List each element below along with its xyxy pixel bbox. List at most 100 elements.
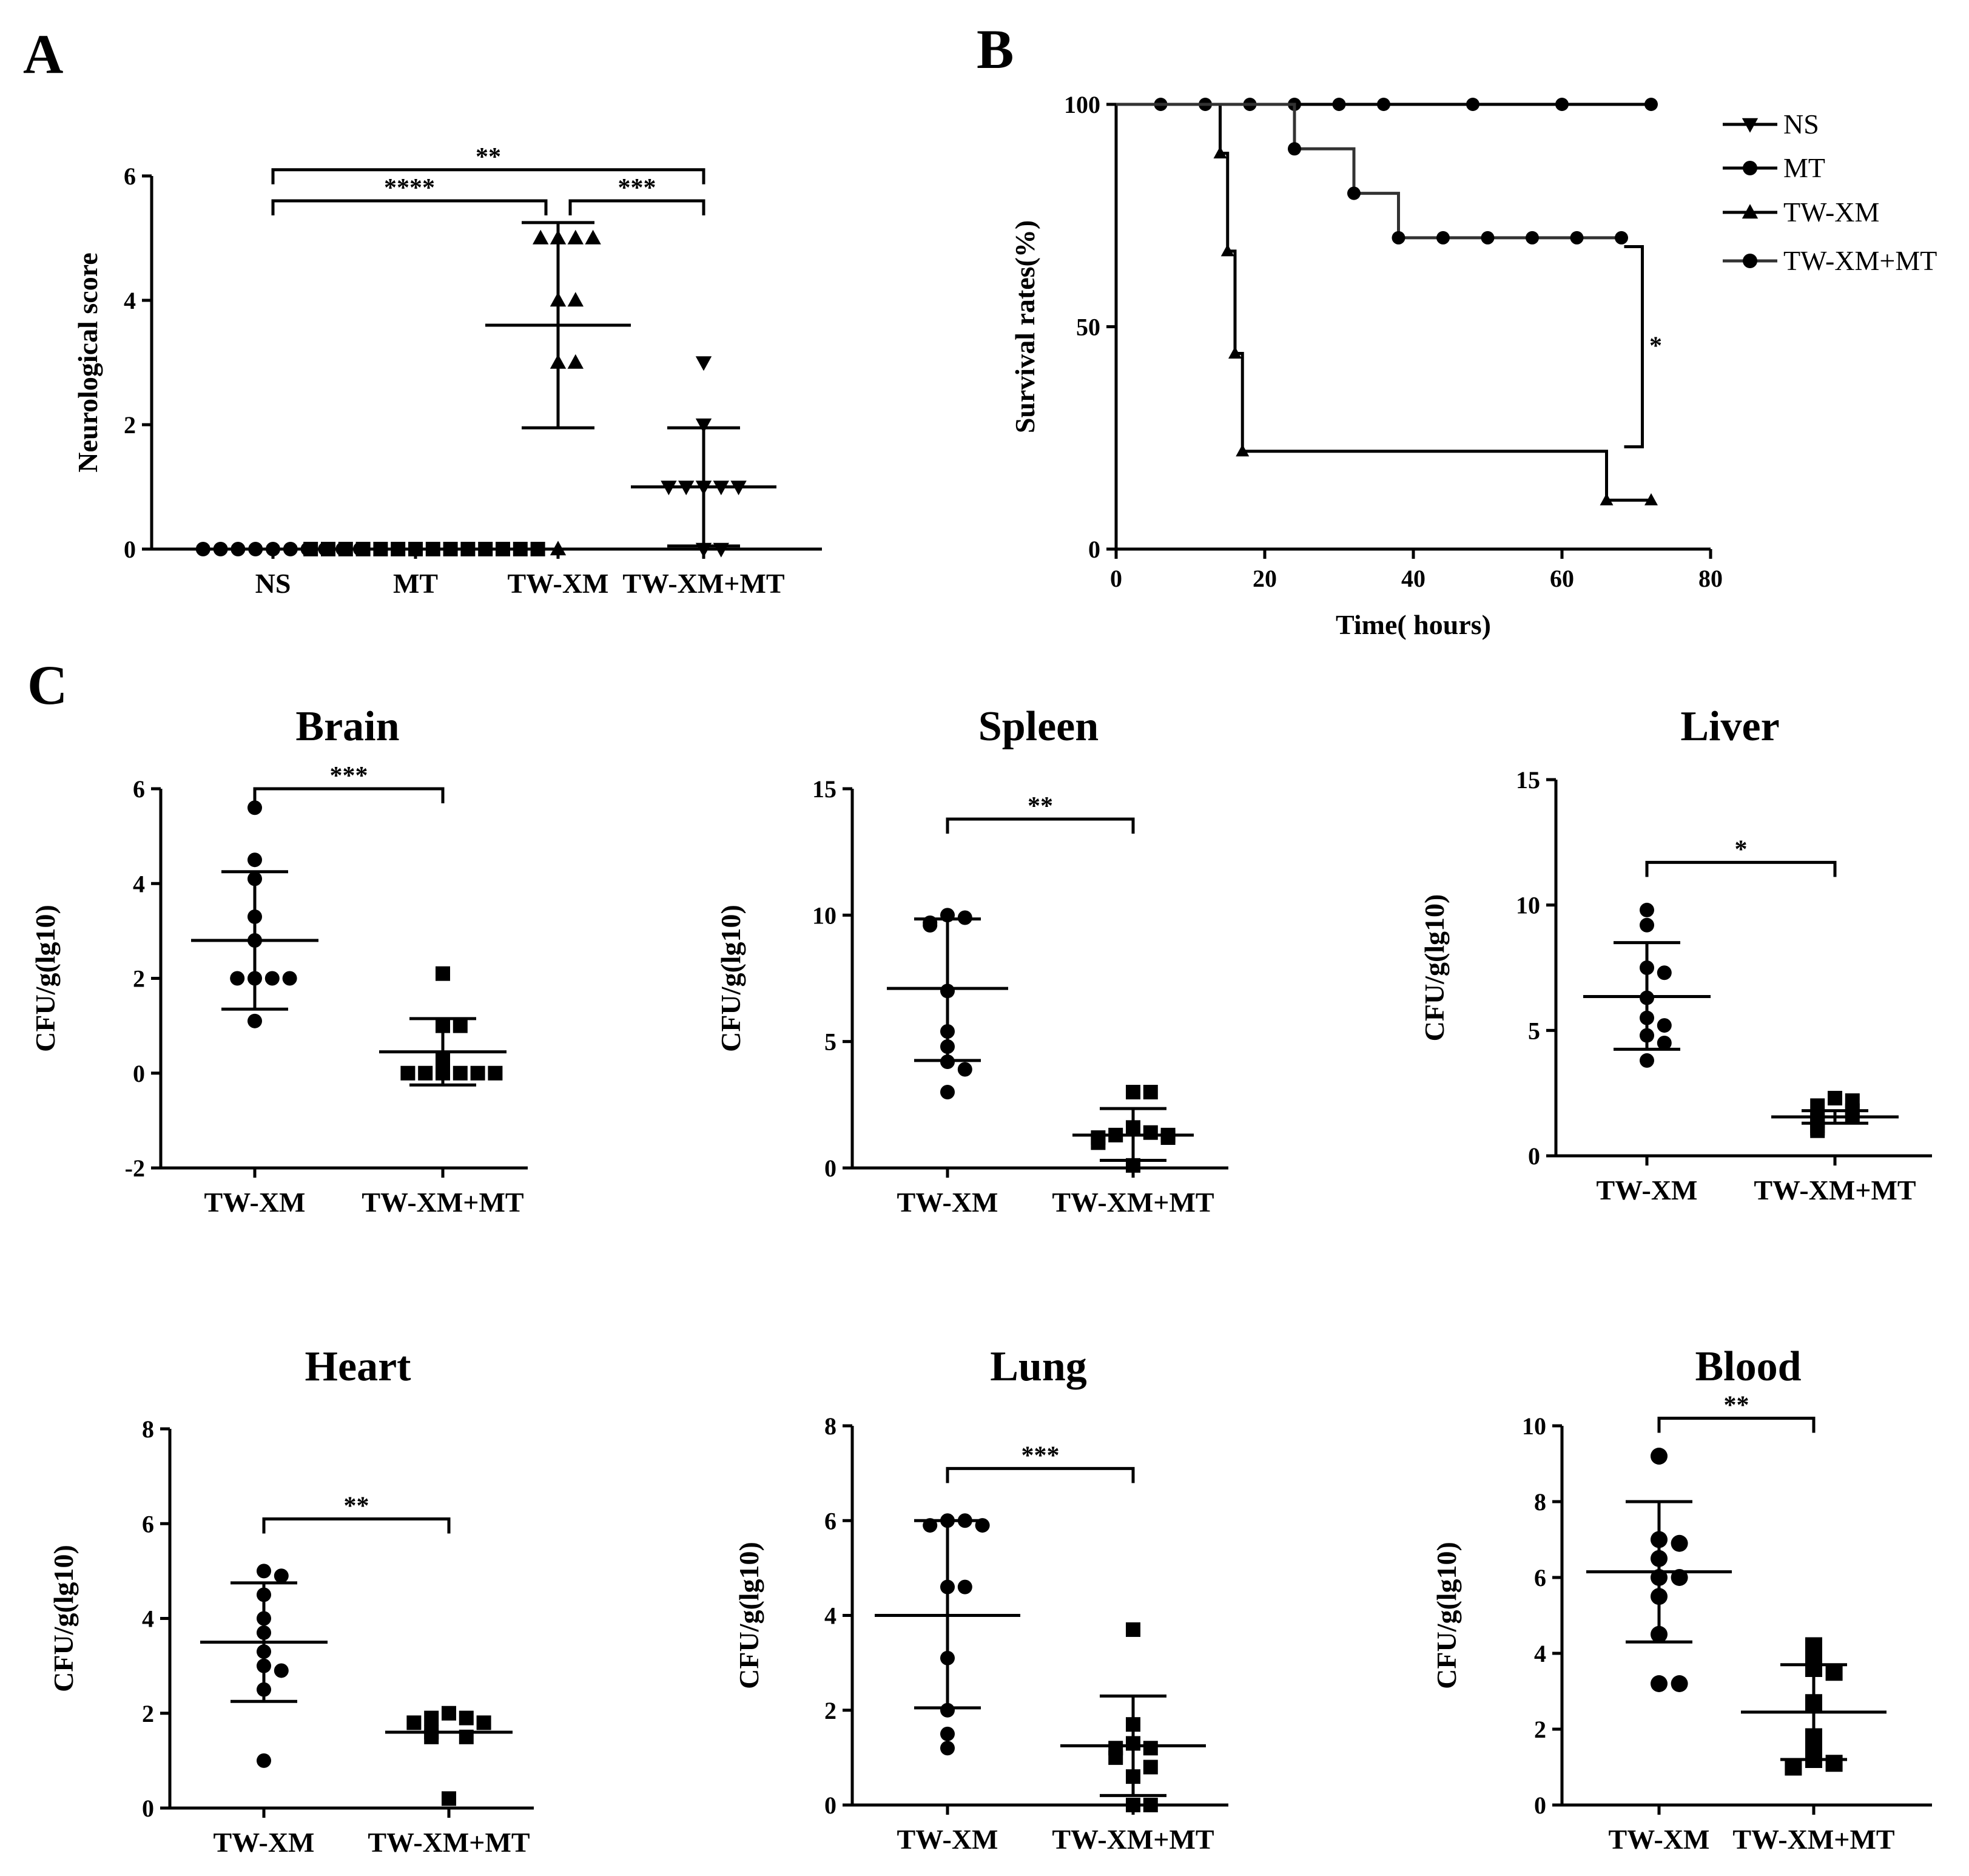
survival-line xyxy=(1116,103,1621,240)
significance-bracket xyxy=(568,199,705,215)
y-tick-label: 0 xyxy=(1528,1142,1540,1170)
data-point xyxy=(1785,1758,1802,1776)
significance-bracket xyxy=(262,1517,451,1534)
x-category-label: TW-XM+MT xyxy=(1732,1824,1894,1855)
data-point xyxy=(1126,1798,1140,1812)
y-axis-label: Neurological score xyxy=(72,252,103,472)
chart-c-spleen: Spleen 0 5 10 15 TW-XM TW-XM+MT CFU/g(lg10) ** xyxy=(715,703,1228,1218)
data-point xyxy=(282,971,297,986)
data-point xyxy=(436,966,450,981)
data-point xyxy=(373,542,388,556)
x-category-label: TW-XM xyxy=(214,1827,315,1858)
censor-mark xyxy=(1288,142,1301,156)
x-tick-label: 60 xyxy=(1550,565,1574,592)
y-tick-label: 6 xyxy=(133,775,145,803)
significance-label: *** xyxy=(1022,1442,1060,1469)
data-point xyxy=(940,1726,955,1741)
significance-bracket xyxy=(1657,1417,1816,1433)
data-point xyxy=(530,542,545,556)
censor-mark xyxy=(1436,231,1450,245)
chart-c-blood: Blood 0 2 4 6 8 10 TW-XM TW-XM+MT CFU/g(lg10) ** xyxy=(1431,1343,1932,1855)
significance-label: *** xyxy=(330,762,368,790)
data-point xyxy=(355,542,371,556)
x-tick-label: 40 xyxy=(1401,565,1425,592)
data-point xyxy=(1671,1675,1688,1692)
data-point xyxy=(695,418,712,433)
significance-bracket xyxy=(1624,245,1644,448)
x-category-label: TW-XM+MT xyxy=(1052,1187,1214,1218)
data-point xyxy=(247,800,262,815)
data-point xyxy=(567,292,584,307)
data-point xyxy=(923,918,938,933)
data-point xyxy=(533,229,549,245)
censor-mark xyxy=(1644,493,1658,505)
data-point xyxy=(338,542,353,556)
x-category-label: TW-XM+MT xyxy=(368,1827,530,1858)
y-tick-label: 6 xyxy=(124,163,136,190)
significance-label: * xyxy=(1735,835,1748,863)
y-axis-label: Survival rates(%) xyxy=(1009,220,1040,433)
data-point xyxy=(400,1065,416,1081)
data-point xyxy=(459,1710,474,1726)
legend-marker xyxy=(1743,161,1757,175)
y-tick-label: 8 xyxy=(142,1415,154,1443)
panel-letter-c: C xyxy=(27,654,67,716)
y-tick-label: 6 xyxy=(1534,1564,1546,1591)
y-tick-label: 2 xyxy=(824,1697,836,1724)
y-tick-label: -2 xyxy=(125,1155,145,1182)
data-point xyxy=(695,356,712,371)
y-tick-label: 0 xyxy=(1088,536,1100,563)
y-tick-label: 6 xyxy=(824,1507,836,1534)
significance-bracket xyxy=(946,1466,1135,1483)
data-point xyxy=(940,1741,955,1756)
x-tick-label: 80 xyxy=(1698,565,1723,592)
x-category-label: TW-XM xyxy=(204,1187,306,1218)
x-category-label: TW-XM+MT xyxy=(1754,1175,1916,1206)
x-category-label: NS xyxy=(255,568,291,599)
y-tick-label: 10 xyxy=(1522,1412,1546,1440)
censor-mark xyxy=(1347,186,1361,200)
y-tick-label: 5 xyxy=(824,1028,836,1056)
data-point xyxy=(460,542,476,556)
significance-bracket xyxy=(253,787,445,803)
censor-mark xyxy=(1236,444,1250,457)
data-point xyxy=(940,1085,955,1099)
y-tick-label: 2 xyxy=(1534,1716,1546,1743)
y-tick-label: 4 xyxy=(824,1602,836,1630)
censor-mark xyxy=(1481,231,1495,245)
legend-item: MT xyxy=(1723,152,1825,183)
y-tick-label: 5 xyxy=(1528,1017,1540,1044)
y-axis-label: CFU/g(lg10) xyxy=(1431,1542,1462,1689)
y-axis-label: CFU/g(lg10) xyxy=(48,1545,79,1692)
significance-label: * xyxy=(1649,332,1662,360)
y-tick-label: 2 xyxy=(133,965,145,993)
chart-c-brain: Brain -2 0 2 4 6 TW-XM TW-XM+MT CFU/g(lg10) *** xyxy=(30,703,528,1218)
data-point xyxy=(513,542,528,556)
data-point xyxy=(1143,1798,1158,1812)
panel-letter-a: A xyxy=(23,23,63,85)
x-category-label: TW-XM+MT xyxy=(362,1187,523,1218)
y-tick-label: 50 xyxy=(1076,314,1100,341)
data-point xyxy=(283,542,298,556)
data-point xyxy=(425,542,440,556)
data-point xyxy=(264,971,280,986)
x-category-label: TW-XM xyxy=(508,568,609,599)
data-point xyxy=(1108,1750,1123,1765)
data-point xyxy=(453,1065,468,1081)
data-point xyxy=(303,542,318,556)
chart-title: Lung xyxy=(990,1343,1087,1390)
data-point xyxy=(195,542,210,556)
data-point xyxy=(496,542,510,556)
y-tick-label: 0 xyxy=(824,1155,836,1182)
x-category-label: TW-XM+MT xyxy=(1052,1824,1214,1855)
data-point xyxy=(453,1018,468,1033)
x-tick-label: 20 xyxy=(1253,565,1277,592)
chart-title: Liver xyxy=(1680,703,1779,750)
series-tw-xm xyxy=(1116,103,1658,505)
legend-label: NS xyxy=(1783,109,1819,140)
data-point xyxy=(1143,1085,1158,1099)
x-axis-label: Time( hours) xyxy=(1336,609,1491,640)
data-point xyxy=(1657,1018,1672,1033)
data-point xyxy=(408,542,423,556)
